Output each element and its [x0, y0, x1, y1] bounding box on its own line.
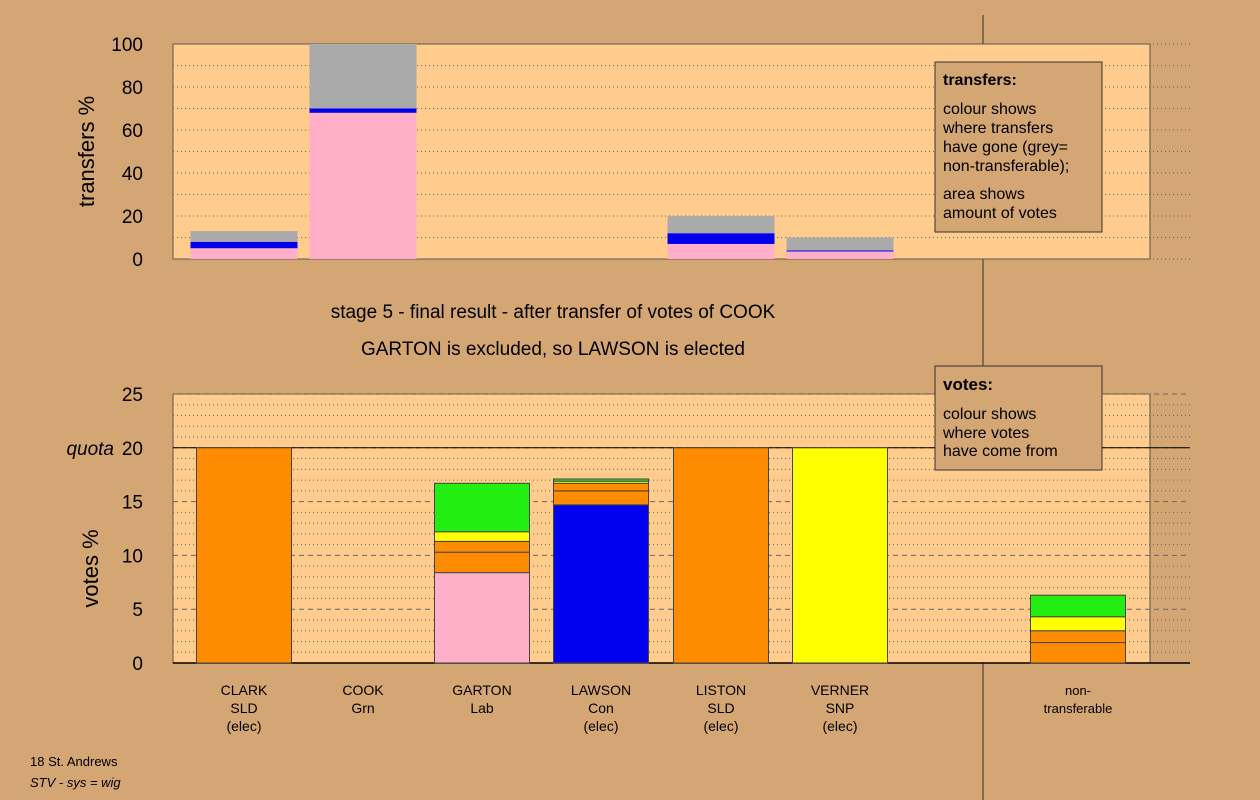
y-tick-label: 60: [122, 121, 143, 142]
y-axis-label: transfers %: [74, 96, 99, 207]
vote-bar-segment: [553, 490, 649, 506]
vote-bar-segment: [434, 572, 530, 664]
transfer-bar-segment: [190, 231, 298, 242]
votes-legend-line: where votes: [942, 425, 1029, 442]
y-tick-label: 15: [122, 493, 143, 514]
category-label: (elec): [822, 718, 857, 734]
category-label: Lab: [470, 700, 494, 716]
transfer-bar-segment: [309, 112, 417, 259]
category-label: SLD: [230, 700, 257, 716]
category-label: COOK: [342, 682, 384, 698]
transfer-bar-segment: [667, 216, 775, 234]
votes-legend: votes: colour shows where votes have com…: [934, 365, 1103, 471]
category-label: non-: [1065, 683, 1091, 698]
transfer-bar-segment: [786, 237, 894, 251]
transfers-legend-line: area shows: [943, 186, 1025, 203]
transfer-bar-segment: [190, 241, 298, 249]
quota-label: quota: [66, 439, 114, 460]
y-tick-label: 0: [132, 654, 143, 675]
category-label: Grn: [351, 700, 374, 716]
transfer-bar-segment: [667, 233, 775, 244]
footer-system: STV - sys = wig: [30, 775, 121, 790]
vote-bar-segment: [553, 504, 649, 664]
transfers-legend-line: non-transferable);: [943, 158, 1069, 175]
category-label: VERNER: [811, 682, 869, 698]
vote-bar-segment: [792, 447, 888, 664]
category-label: (elec): [703, 718, 738, 734]
votes-legend-line: colour shows: [943, 406, 1036, 423]
vote-bar-segment: [196, 447, 292, 664]
vote-bar-segment: [434, 540, 530, 553]
y-tick-label: 10: [122, 546, 143, 567]
transfer-bar-segment: [786, 251, 894, 259]
footer-constituency: 18 St. Andrews: [30, 754, 118, 769]
category-label: GARTON: [452, 682, 511, 698]
transfer-bar-segment: [309, 108, 417, 113]
votes-legend-heading: votes:: [943, 375, 993, 394]
y-tick-label: 5: [132, 600, 143, 621]
category-label: LAWSON: [571, 682, 631, 698]
y-tick-label: 0: [132, 250, 143, 271]
vote-bar-segment: [553, 478, 649, 482]
category-label: SLD: [707, 700, 734, 716]
category-label: SNP: [826, 700, 855, 716]
vote-bar-segment: [673, 447, 769, 664]
transfers-legend-heading: transfers:: [943, 72, 1017, 89]
vote-bar-segment: [1030, 594, 1126, 618]
vote-bar-segment: [1030, 616, 1126, 632]
transfer-bar-segment: [190, 248, 298, 259]
category-label: LISTON: [696, 682, 746, 698]
transfers-legend-line: amount of votes: [943, 205, 1057, 222]
category-label: transferable: [1044, 701, 1113, 716]
transfers-legend-line: colour shows: [943, 101, 1036, 118]
votes-legend-line: have come from: [943, 443, 1058, 460]
votes-chart: quota 0 5 10 15 20 25 votes % CLARK SLD (elec) COOK…: [66, 385, 1190, 734]
vote-bar-segment: [434, 482, 530, 533]
transfers-legend: transfers: colour shows where transfers …: [934, 61, 1103, 233]
transfer-bar-segment: [786, 250, 894, 252]
vote-bar-segment: [1030, 630, 1126, 644]
vote-bar-segment: [434, 551, 530, 574]
category-label: CLARK: [221, 682, 268, 698]
vote-bar-segment: [434, 531, 530, 542]
category-label: (elec): [226, 718, 261, 734]
y-tick-label: 100: [111, 35, 143, 56]
transfers-legend-line: where transfers: [942, 120, 1053, 137]
category-label: (elec): [583, 718, 618, 734]
vote-bar-segment: [1030, 642, 1126, 664]
transfers-legend-line: have gone (grey=: [943, 139, 1068, 156]
y-tick-label: 20: [122, 439, 143, 460]
y-tick-label: 20: [122, 207, 143, 228]
y-tick-label: 80: [122, 78, 143, 99]
transfer-bar-segment: [667, 243, 775, 259]
transfer-bar-segment: [309, 44, 417, 109]
vote-bar-segment: [553, 482, 649, 492]
category-label: Con: [588, 700, 614, 716]
y-tick-label: 40: [122, 164, 143, 185]
chart-title-line-2: GARTON is excluded, so LAWSON is elected: [361, 339, 745, 360]
y-tick-label: 25: [122, 385, 143, 406]
chart-title-line-1: stage 5 - final result - after transfer …: [331, 302, 776, 323]
y-axis-label: votes %: [78, 529, 103, 607]
